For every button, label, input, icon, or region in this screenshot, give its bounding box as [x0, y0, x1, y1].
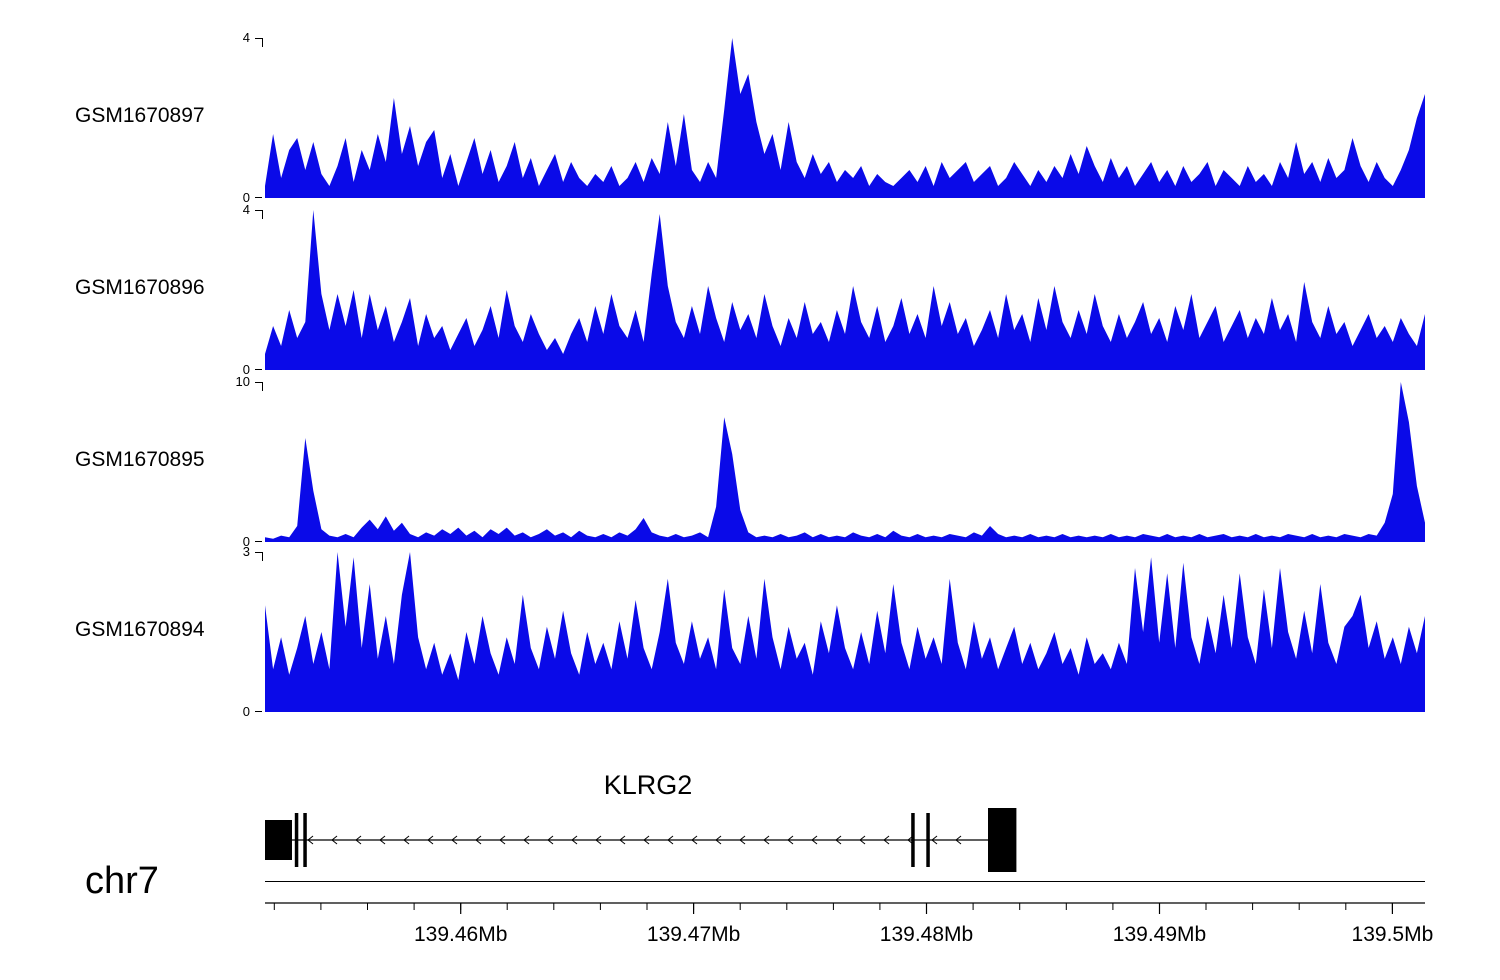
chromosome-label: chr7 [85, 860, 159, 902]
y-axis-bottom-tick [255, 711, 262, 712]
track-label: GSM1670896 [75, 276, 205, 299]
y-axis-bottom-tick [255, 197, 262, 198]
y-axis-zero-label: 0 [242, 362, 250, 377]
y-axis-corner-mark [262, 552, 263, 561]
y-axis-zero-label: 0 [242, 190, 250, 205]
genomic-coordinate-axis: 139.46Mb 139.47Mb 139.48Mb 139.49Mb 139.5Mb [265, 902, 1434, 946]
gene-name-label: KLRG2 [603, 770, 693, 800]
track-gsm1670896: GSM1670896 4 0 [0, 202, 1500, 377]
coverage-signal-plot [265, 382, 1425, 542]
coverage-signal-plot [265, 38, 1425, 198]
track-label: GSM1670895 [75, 448, 205, 471]
track-gsm1670894: GSM1670894 3 0 [0, 544, 1500, 719]
y-axis-corner-mark [262, 38, 263, 47]
y-axis-top-tick [255, 552, 262, 553]
y-axis-bottom-tick [255, 369, 262, 370]
y-axis-max-label: 10 [235, 374, 250, 389]
coverage-signal-plot [265, 210, 1425, 370]
gene-model-diagram [265, 808, 1017, 872]
y-axis-max-label: 3 [242, 544, 250, 559]
y-axis-top-tick [255, 38, 262, 39]
track-label: GSM1670897 [75, 104, 205, 127]
svg-text:139.5Mb: 139.5Mb [1352, 923, 1434, 946]
y-axis-top-tick [255, 210, 262, 211]
track-gsm1670895: GSM1670895 10 0 [0, 374, 1500, 549]
svg-text:139.48Mb: 139.48Mb [880, 923, 973, 946]
y-axis-zero-label: 0 [242, 704, 250, 719]
y-axis-top-tick [255, 382, 262, 383]
track-label: GSM1670894 [75, 618, 205, 641]
y-axis-bottom-tick [255, 541, 262, 542]
y-axis-zero-label: 0 [242, 534, 250, 549]
y-axis-max-label: 4 [242, 30, 250, 45]
chromosome-line [265, 881, 1425, 882]
svg-text:139.46Mb: 139.46Mb [414, 923, 507, 946]
y-axis-max-label: 4 [242, 202, 250, 217]
track-gsm1670897: GSM1670897 4 0 [0, 30, 1500, 205]
y-axis-corner-mark [262, 210, 263, 219]
y-axis-corner-mark [262, 382, 263, 391]
svg-text:139.49Mb: 139.49Mb [1113, 923, 1206, 946]
coverage-signal-plot [265, 552, 1425, 712]
svg-text:139.47Mb: 139.47Mb [647, 923, 740, 946]
